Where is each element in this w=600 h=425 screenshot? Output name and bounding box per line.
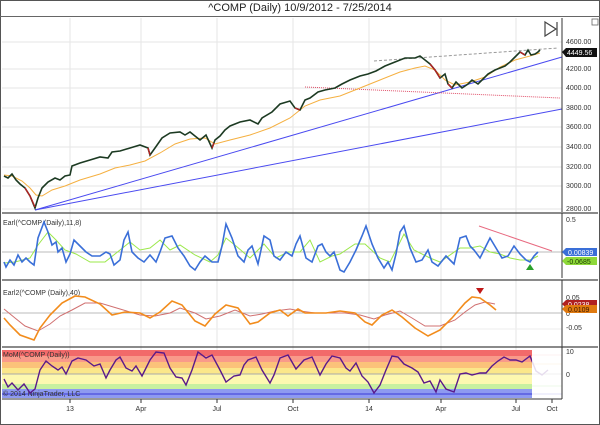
earl2-slow-line [3,301,496,332]
svg-text:0.00839: 0.00839 [568,250,593,257]
earl2-fast-badge: 0.0109 [562,305,597,314]
support-dotted-line[interactable] [304,86,561,99]
svg-text:0.05: 0.05 [566,295,580,302]
price-series [3,48,541,211]
svg-text:Apr: Apr [136,406,148,413]
svg-text:4600.00: 4600.00 [566,39,591,46]
earl-divergence-line[interactable] [478,225,553,252]
earl-label: Earl(^COMP (Daily),11,8) [3,220,81,227]
trendline-lower-a[interactable] [34,56,563,211]
earl2-label: Earl2(^COMP (Daily),40) [3,290,80,297]
svg-text:14: 14 [365,406,373,413]
svg-text:Oct: Oct [547,406,558,413]
svg-text:Jul: Jul [213,406,222,413]
svg-text:3600.00: 3600.00 [566,124,591,131]
copyright-text: © 2014 NinjaTrader, LLC [3,390,80,398]
svg-text:Oct: Oct [288,406,299,413]
earl-signal-arrow-icon [526,264,534,270]
svg-text:4200.00: 4200.00 [566,66,591,73]
svg-text:0: 0 [566,372,570,379]
svg-text:4449.56: 4449.56 [567,50,592,57]
price-panel: 4600.00 4200.00 4000.00 3800.00 3600.00 … [2,18,599,213]
chart-title: ^COMP (Daily) 10/9/2012 - 7/25/2014 [208,2,392,14]
earl2-fast-line [3,295,497,341]
mom-panel: MoM(^COMP (Daily)) © 2014 NinjaTrader, L… [2,347,574,399]
price-down-candles [24,51,526,208]
mom-line [3,350,549,395]
svg-text:3000.00: 3000.00 [566,183,591,190]
svg-text:0: 0 [566,311,570,318]
earl-fast-badge: 0.00839 [562,248,597,257]
earl-fast-line [3,219,539,274]
svg-text:2800.00: 2800.00 [566,206,591,213]
svg-text:3800.00: 3800.00 [566,105,591,112]
svg-text:0.0109: 0.0109 [568,307,590,314]
earl2-signal-arrow-icon [476,288,484,294]
sma-line [3,52,541,197]
svg-text:Apr: Apr [436,406,448,413]
svg-text:13: 13 [66,406,74,413]
trendline-lower-b[interactable] [34,108,563,211]
svg-text:-0.0685: -0.0685 [567,259,591,266]
svg-text:4000.00: 4000.00 [566,85,591,92]
earl-panel: Earl(^COMP (Daily),11,8) 0.5 0.00839 -0.… [2,213,597,278]
earl-signal-badge: -0.0685 [562,257,597,266]
svg-text:-0.05: -0.05 [566,325,582,332]
panel-menu-icon[interactable] [591,18,599,26]
last-price-badge: 4449.56 [562,48,597,57]
svg-text:10: 10 [566,349,574,356]
svg-text:Jul: Jul [512,406,521,413]
earl-signal-line [3,231,539,264]
skip-to-end-icon[interactable] [544,20,558,38]
vertical-gridlines [69,18,517,398]
price-y-axis: 4600.00 4200.00 4000.00 3800.00 3600.00 … [566,39,591,213]
x-axis: 13 Apr Jul Oct 14 Apr Jul Oct [66,399,557,413]
svg-text:0.5: 0.5 [566,217,576,224]
title-divider [0,16,600,17]
earl2-panel: Earl2(^COMP (Daily),40) 0.05 0 -0.05 0.0… [2,280,597,347]
mom-label: MoM(^COMP (Daily)) [3,352,70,359]
svg-text:3200.00: 3200.00 [566,164,591,171]
svg-text:3400.00: 3400.00 [566,144,591,151]
